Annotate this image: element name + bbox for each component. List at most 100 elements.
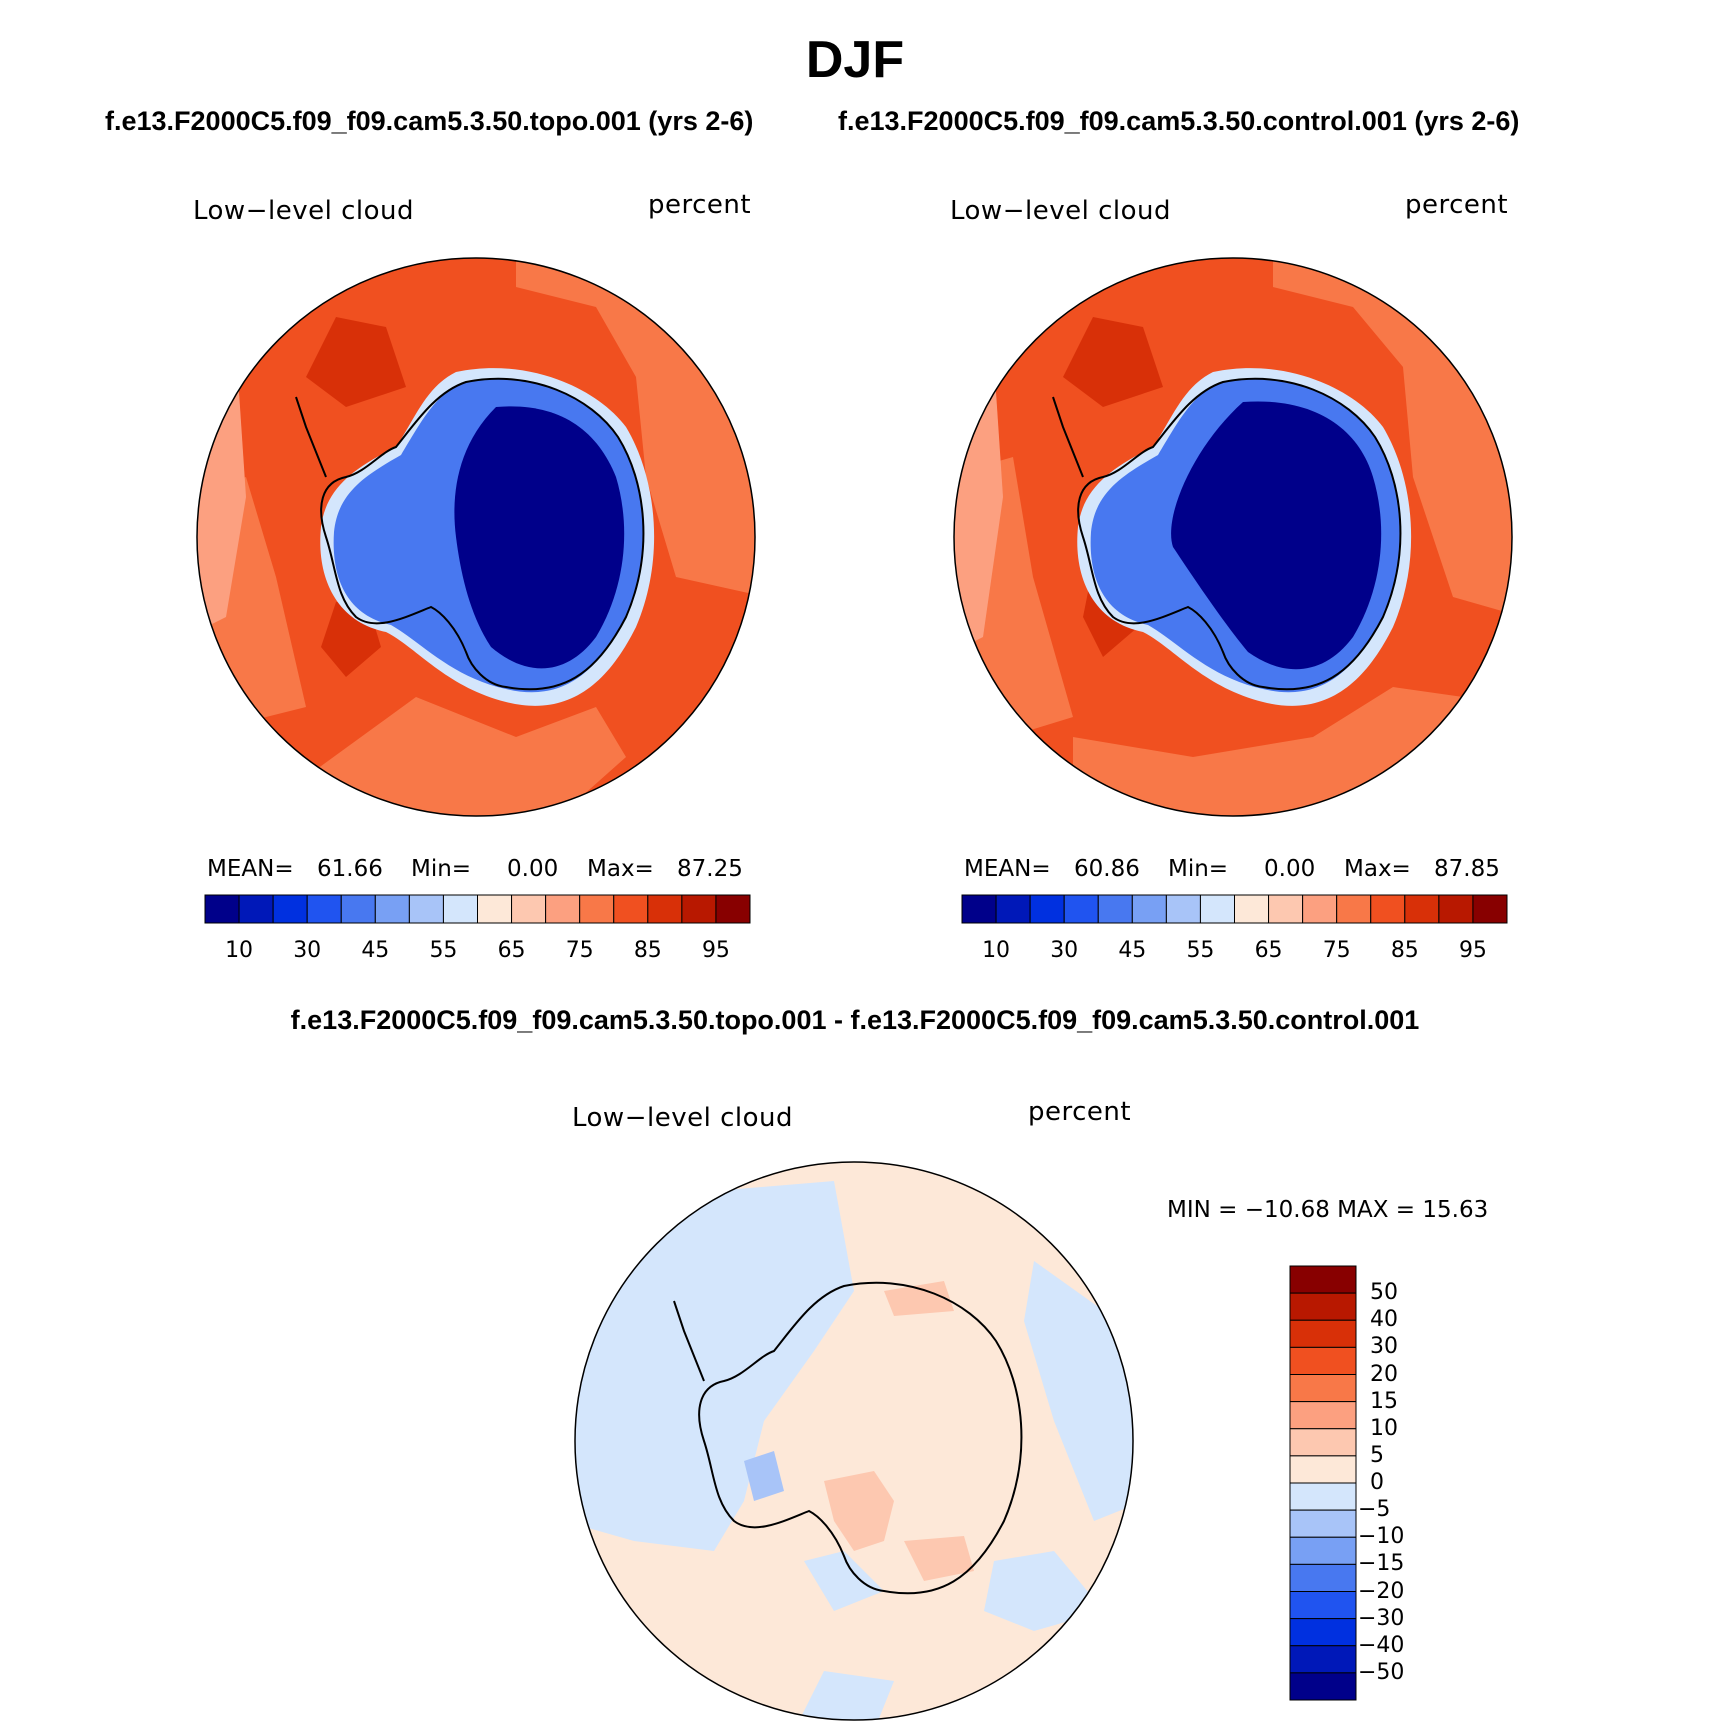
colorbar-swatch (1289, 1428, 1357, 1457)
colorbar-swatch (1289, 1482, 1357, 1511)
panel-right-case-title: f.e13.F2000C5.f09_f09.cam5.3.50.control.… (838, 106, 1520, 136)
colorbar-swatch (1268, 894, 1304, 924)
colorbar-swatch (1289, 1319, 1357, 1348)
colorbar-tick-label: 65 (497, 938, 526, 963)
panel-left-max-label: Max= (587, 856, 654, 882)
colorbar-swatch (545, 894, 581, 924)
colorbar-tick-label: 30 (293, 938, 322, 963)
colorbar-tick-label: 10 (1370, 1415, 1398, 1441)
colorbar-swatch (1438, 894, 1474, 924)
diff-min-max-stats: MIN = −10.68 MAX = 15.63 (1167, 1197, 1489, 1223)
antarctica-coastline (673, 1281, 1023, 1595)
difference-title: f.e13.F2000C5.f09_f09.cam5.3.50.topo.001… (290, 1005, 1420, 1035)
colorbar-swatch (1131, 894, 1167, 924)
colorbar-tick-label: 0 (1370, 1470, 1384, 1495)
colorbar-tick-label: 45 (361, 938, 390, 963)
ocean-field-dark (1063, 317, 1163, 407)
colorbar-swatch (442, 894, 478, 924)
colorbar-swatch (1029, 894, 1065, 924)
panel-right-max-label: Max= (1344, 856, 1411, 882)
panel-right-units-label: percent (1405, 190, 1509, 220)
panel-right-polar-map (953, 257, 1513, 817)
colorbar-tick-label: 30 (1050, 938, 1079, 963)
panel-left-colorbar (204, 894, 751, 924)
colorbar-tick-label: 55 (429, 938, 458, 963)
colorbar-swatch (1404, 894, 1440, 924)
colorbar-tick-label: 20 (1370, 1361, 1398, 1387)
colorbar-tick-label: 50 (1370, 1280, 1398, 1306)
colorbar-tick-label: 10 (982, 938, 1011, 963)
diff-field-positive-2 (904, 1536, 974, 1581)
colorbar-swatch (613, 894, 649, 924)
diff-field-positive-2 (884, 1281, 954, 1316)
colorbar-swatch (1199, 894, 1235, 924)
diff-field-negative (804, 1551, 884, 1611)
colorbar-swatch (1370, 894, 1406, 924)
colorbar-tick-label: −40 (1358, 1632, 1405, 1658)
panel-right-min-value: 0.00 (1264, 856, 1316, 882)
colorbar-swatch (1289, 1292, 1357, 1321)
colorbar-swatch (1097, 894, 1133, 924)
colorbar-tick-label: −10 (1358, 1524, 1405, 1550)
ocean-field-dark (306, 317, 406, 407)
colorbar-swatch (238, 894, 274, 924)
colorbar-tick-label: 95 (701, 938, 730, 963)
colorbar-swatch (1302, 894, 1338, 924)
colorbar-swatch (647, 894, 683, 924)
colorbar-swatch (579, 894, 615, 924)
colorbar-swatch (1289, 1374, 1357, 1403)
diff-units-label: percent (1028, 1097, 1132, 1127)
colorbar-swatch (306, 894, 342, 924)
colorbar-tick-label: −20 (1358, 1578, 1405, 1604)
colorbar-tick-label: 40 (1370, 1307, 1398, 1333)
colorbar-swatch (995, 894, 1031, 924)
colorbar-tick-label: −30 (1358, 1605, 1405, 1631)
panel-left-mean-label: MEAN= (207, 856, 294, 882)
panel-left-variable-label: Low−level cloud (193, 196, 414, 226)
colorbar-swatch (272, 894, 308, 924)
colorbar-tick-label: 85 (633, 938, 662, 963)
colorbar-swatch (1289, 1346, 1357, 1375)
colorbar-tick-label: 5 (1370, 1442, 1384, 1468)
colorbar-swatch (1165, 894, 1201, 924)
colorbar-tick-label: 75 (565, 938, 594, 963)
panel-right-colorbar (961, 894, 1508, 924)
colorbar-swatch (1289, 1401, 1357, 1430)
colorbar-swatch (204, 894, 240, 924)
colorbar-swatch (1472, 894, 1508, 924)
panel-right-max-value: 87.85 (1434, 856, 1500, 882)
colorbar-swatch (511, 894, 547, 924)
colorbar-swatch (1289, 1618, 1357, 1647)
panel-left-units-label: percent (648, 190, 752, 220)
colorbar-tick-label: 95 (1458, 938, 1487, 963)
colorbar-swatch (681, 894, 717, 924)
colorbar-swatch (1289, 1536, 1357, 1565)
panel-left-min-value: 0.00 (507, 856, 559, 882)
diff-field-negative (1024, 1261, 1133, 1521)
colorbar-tick-label: −50 (1358, 1659, 1405, 1685)
figure-title: DJF (805, 31, 905, 89)
colorbar-swatch (1289, 1645, 1357, 1674)
diff-variable-label: Low−level cloud (572, 1103, 793, 1133)
colorbar-swatch (715, 894, 751, 924)
colorbar-swatch (1289, 1563, 1357, 1592)
panel-left-min-label: Min= (411, 856, 472, 882)
panel-right-mean-label: MEAN= (964, 856, 1051, 882)
antarctica-coastline (1052, 377, 1402, 691)
colorbar-tick-label: 15 (1370, 1388, 1398, 1414)
antarctica-cloud-deep (454, 406, 625, 669)
colorbar-swatch (374, 894, 410, 924)
panel-left-mean-value: 61.66 (317, 856, 383, 882)
colorbar-swatch (1289, 1509, 1357, 1538)
colorbar-swatch (1063, 894, 1099, 924)
colorbar-tick-label: 55 (1186, 938, 1215, 963)
colorbar-tick-label: 10 (225, 938, 254, 963)
antarctica-coastline (295, 377, 645, 691)
colorbar-swatch (408, 894, 444, 924)
panel-left-polar-map (196, 257, 756, 817)
diff-field-negative (575, 1181, 854, 1551)
colorbar-swatch (477, 894, 513, 924)
diff-field-positive-2 (824, 1471, 894, 1551)
difference-polar-map (574, 1161, 1134, 1721)
colorbar-tick-label: 30 (1370, 1334, 1398, 1360)
